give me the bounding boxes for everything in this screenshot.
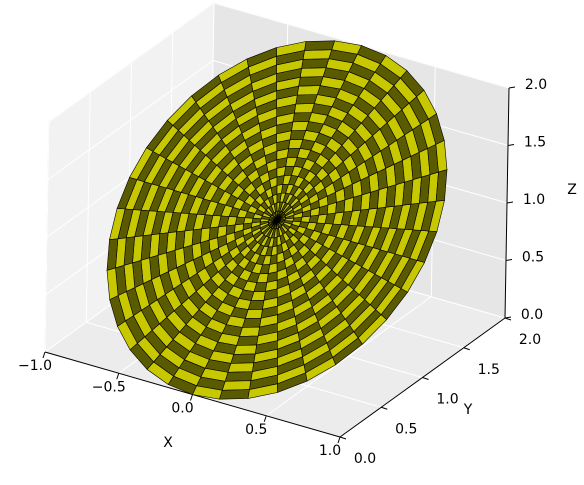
y-axis-line bbox=[339, 317, 506, 438]
surface-cell bbox=[295, 94, 318, 105]
y-tick-label: 0.5 bbox=[395, 421, 417, 437]
x-tick-label: −1.0 bbox=[18, 358, 52, 374]
z-axis-line bbox=[504, 87, 510, 319]
surface-cell bbox=[291, 121, 310, 132]
tick-mark bbox=[504, 316, 512, 319]
surface-cell bbox=[296, 85, 321, 96]
y-tick-label: 2.0 bbox=[519, 332, 541, 348]
surface-cell bbox=[244, 308, 263, 319]
grid-line bbox=[48, 2, 215, 123]
surface-cell bbox=[292, 112, 313, 123]
y-tick-label: 0.0 bbox=[354, 451, 376, 467]
surface-cell bbox=[294, 103, 315, 114]
tick-mark bbox=[339, 436, 347, 440]
x-tick-label: −0.5 bbox=[92, 379, 126, 395]
x-tick-label: 0.5 bbox=[245, 422, 267, 438]
z-tick-label: 0.5 bbox=[522, 250, 544, 266]
x-tick-label: 0.0 bbox=[171, 401, 193, 417]
surface-cell bbox=[218, 389, 250, 400]
tick-mark bbox=[42, 351, 46, 359]
tick-mark bbox=[508, 86, 516, 89]
surface-cell bbox=[298, 76, 324, 87]
tick-mark bbox=[507, 144, 515, 146]
surface-cell bbox=[247, 299, 265, 310]
tick-mark bbox=[505, 259, 513, 261]
z-tick-label: 1.5 bbox=[524, 135, 546, 151]
tick-mark bbox=[263, 415, 267, 422]
surface-cell bbox=[224, 371, 253, 382]
z-axis-label: Z bbox=[567, 182, 577, 198]
tick-mark bbox=[116, 373, 120, 380]
surface-cell bbox=[233, 344, 258, 355]
tick-mark bbox=[506, 201, 514, 204]
z-tick-label: 2.0 bbox=[525, 77, 547, 93]
surface-cell bbox=[241, 317, 262, 328]
grid-line bbox=[47, 60, 214, 180]
z-tick-label: 1.0 bbox=[523, 192, 545, 208]
y-tick-label: 1.0 bbox=[436, 392, 458, 408]
surface-cell bbox=[230, 353, 256, 364]
surface-cell bbox=[236, 335, 259, 346]
tick-mark bbox=[337, 436, 341, 444]
surface-cell bbox=[301, 58, 330, 69]
tick-mark bbox=[422, 377, 429, 380]
tick-mark bbox=[190, 394, 193, 401]
y-tick-label: 1.5 bbox=[478, 362, 500, 378]
surface-cell bbox=[289, 130, 307, 141]
surface-cell bbox=[304, 40, 336, 51]
x-axis-label: X bbox=[163, 435, 173, 451]
y-axis-label: Y bbox=[463, 402, 473, 418]
x-tick-label: 1.0 bbox=[319, 443, 341, 459]
surface-cell bbox=[400, 260, 425, 293]
tick-mark bbox=[463, 347, 470, 351]
z-tick-label: 0.0 bbox=[521, 307, 543, 323]
surface-cell bbox=[227, 362, 255, 373]
surface-cell bbox=[221, 380, 252, 391]
surface-cell bbox=[302, 49, 333, 60]
tick-mark bbox=[381, 406, 388, 410]
surface-cell bbox=[239, 326, 260, 337]
surface-cell bbox=[299, 67, 327, 78]
